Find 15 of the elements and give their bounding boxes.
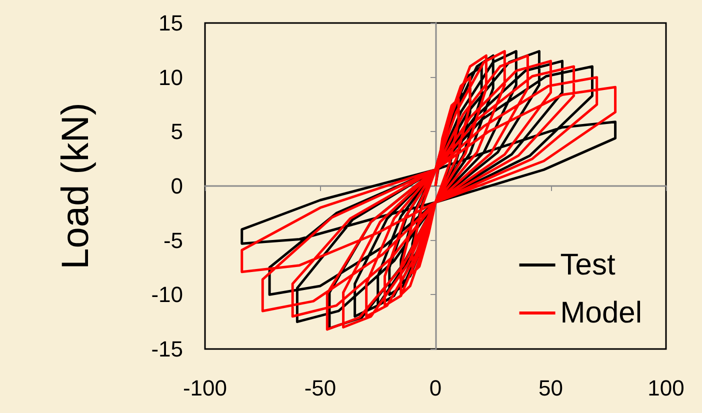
y-tick-label: 10 bbox=[158, 64, 183, 90]
y-tick-label: 15 bbox=[158, 10, 183, 36]
y-tick-label: -5 bbox=[163, 228, 183, 253]
legend-label: Test bbox=[560, 248, 616, 282]
x-tick-label: -50 bbox=[304, 376, 336, 400]
x-tick-label: 0 bbox=[429, 376, 442, 400]
y-tick-label: 5 bbox=[170, 119, 183, 144]
y-tick-label: -10 bbox=[151, 282, 183, 308]
y-tick-label: -15 bbox=[151, 336, 183, 362]
legend-label: Model bbox=[560, 296, 642, 330]
y-axis-title: Load (kN) bbox=[55, 102, 97, 270]
x-tick-label: -100 bbox=[182, 376, 228, 400]
x-tick-label: 100 bbox=[648, 376, 684, 400]
x-tick-label: 50 bbox=[538, 376, 563, 400]
y-tick-label: 0 bbox=[170, 174, 183, 198]
